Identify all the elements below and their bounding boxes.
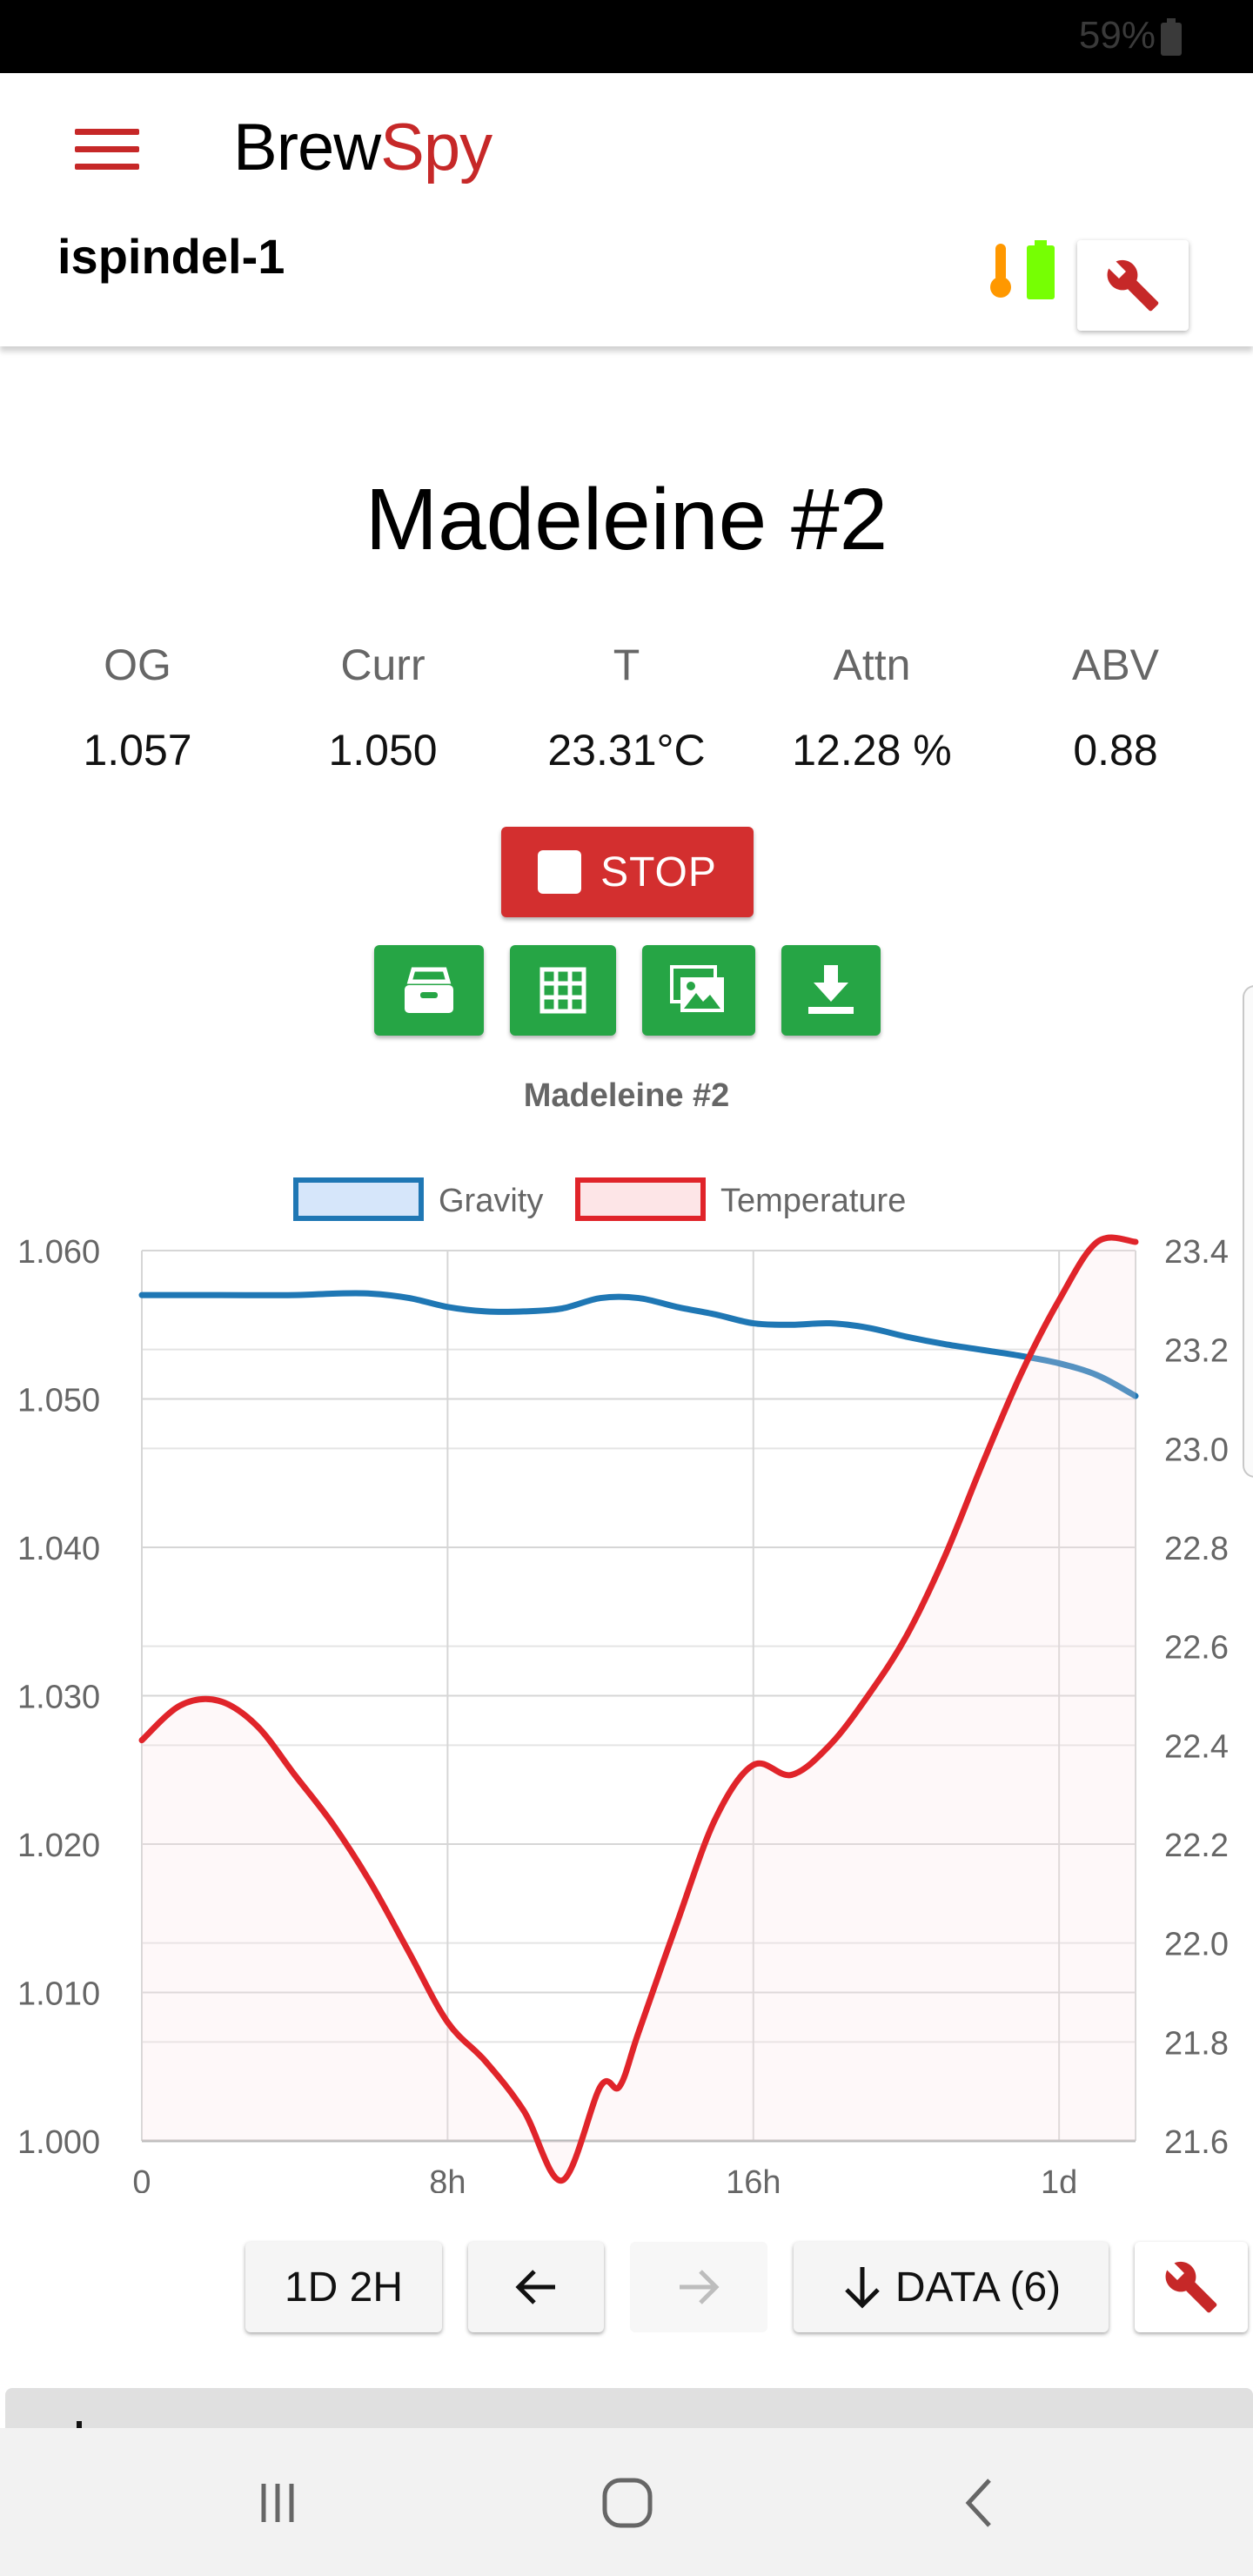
temperature-area bbox=[142, 1238, 1136, 2181]
data-button[interactable]: DATA (6) bbox=[794, 2242, 1109, 2332]
stat-label: ABV bbox=[1071, 641, 1160, 689]
legend-label: Gravity bbox=[439, 1183, 543, 1219]
legend-swatch bbox=[293, 1177, 424, 1221]
y-left-tick-label: 1.060 bbox=[17, 1234, 100, 1271]
battery-icon bbox=[1027, 240, 1055, 299]
stat-label: Curr bbox=[340, 641, 425, 689]
wrench-icon bbox=[1107, 259, 1159, 312]
app-title: BrewSpy bbox=[233, 111, 492, 184]
thermometer-icon bbox=[990, 244, 1011, 298]
menu-icon[interactable] bbox=[75, 125, 143, 174]
y-right-tick-label: 21.8 bbox=[1164, 2025, 1229, 2062]
stat-value: 0.88 bbox=[1073, 726, 1158, 775]
stat-temperature: T 23.31°C bbox=[522, 640, 731, 775]
stop-icon bbox=[538, 850, 582, 894]
recents-icon bbox=[261, 2484, 294, 2522]
stat-value: 23.31°C bbox=[547, 726, 706, 775]
home-button[interactable] bbox=[588, 2468, 667, 2538]
gravity-line bbox=[138, 1290, 1139, 1399]
arrow-right-icon bbox=[680, 2270, 720, 2304]
stat-value: 1.050 bbox=[328, 726, 438, 775]
archive-icon bbox=[405, 967, 453, 1013]
download-icon bbox=[808, 965, 854, 1014]
back-button[interactable] bbox=[940, 2468, 1018, 2538]
side-drawer-handle[interactable] bbox=[1243, 985, 1253, 1478]
y-right-tick-label: 22.0 bbox=[1164, 1927, 1229, 1963]
stat-abv: ABV 0.88 bbox=[1011, 640, 1220, 775]
y-left-tick-label: 1.020 bbox=[17, 1828, 100, 1864]
images-icon bbox=[670, 965, 724, 1012]
y-right-tick-label: 22.8 bbox=[1164, 1531, 1229, 1567]
chart-title: Madeleine #2 bbox=[523, 1077, 730, 1114]
status-battery-text: 59% bbox=[1078, 14, 1156, 57]
arrow-left-icon bbox=[515, 2270, 555, 2304]
legend-label: Temperature bbox=[720, 1183, 906, 1219]
app-header: BrewSpy ispindel-1 bbox=[0, 73, 1253, 346]
device-name: ispindel-1 bbox=[57, 229, 285, 284]
batch-title: Madeleine #2 bbox=[365, 471, 888, 568]
table-icon bbox=[539, 967, 586, 1014]
next-button[interactable] bbox=[630, 2242, 767, 2332]
x-tick-label: 1d bbox=[1041, 2164, 1077, 2193]
stat-label: Attn bbox=[833, 641, 911, 689]
y-left-tick-label: 1.000 bbox=[17, 2124, 100, 2161]
images-button[interactable] bbox=[642, 945, 755, 1036]
stat-label: OG bbox=[104, 641, 171, 689]
stat-value: 12.28 % bbox=[792, 726, 952, 775]
download-button[interactable] bbox=[781, 945, 881, 1036]
x-tick-label: 16h bbox=[726, 2164, 781, 2193]
y-right-tick-label: 23.2 bbox=[1164, 1333, 1229, 1370]
y-left-tick-label: 1.030 bbox=[17, 1680, 100, 1716]
y-right-tick-label: 21.6 bbox=[1164, 2124, 1229, 2161]
status-battery-icon bbox=[1161, 18, 1182, 56]
back-icon bbox=[965, 2479, 991, 2527]
arrow-down-icon bbox=[845, 2267, 880, 2309]
settings-button[interactable] bbox=[1077, 240, 1189, 331]
data-button-label: DATA (6) bbox=[895, 2264, 1062, 2311]
temperature-line bbox=[138, 1234, 1139, 2184]
home-icon bbox=[602, 2478, 653, 2528]
table-button[interactable] bbox=[510, 945, 616, 1036]
system-nav-bar bbox=[0, 2428, 1253, 2576]
archive-button[interactable] bbox=[374, 945, 484, 1036]
y-right-tick-label: 23.0 bbox=[1164, 1432, 1229, 1468]
y-left-tick-label: 1.010 bbox=[17, 1976, 100, 2013]
stop-label: STOP bbox=[600, 849, 717, 896]
x-tick-label: 8h bbox=[429, 2164, 466, 2193]
recents-button[interactable] bbox=[238, 2468, 317, 2538]
y-left-tick-label: 1.040 bbox=[17, 1531, 100, 1567]
y-right-tick-label: 22.4 bbox=[1164, 1728, 1229, 1765]
stat-current: Curr 1.050 bbox=[278, 640, 487, 775]
y-right-tick-label: 23.4 bbox=[1164, 1234, 1229, 1271]
stop-button[interactable]: STOP bbox=[501, 827, 754, 917]
previous-button[interactable] bbox=[468, 2242, 604, 2332]
bottom-card-mark bbox=[77, 2421, 82, 2428]
y-right-tick-label: 22.6 bbox=[1164, 1630, 1229, 1667]
status-bar: 59% bbox=[0, 0, 1253, 73]
range-button[interactable]: 1D 2H bbox=[245, 2242, 442, 2332]
stat-label: T bbox=[613, 641, 640, 689]
wrench-icon bbox=[1165, 2261, 1217, 2313]
stat-value: 1.057 bbox=[83, 726, 192, 775]
legend-swatch bbox=[575, 1177, 706, 1221]
x-tick-label: 0 bbox=[132, 2164, 151, 2193]
y-left-tick-label: 1.050 bbox=[17, 1383, 100, 1419]
chart-settings-button[interactable] bbox=[1135, 2242, 1248, 2332]
stat-attenuation: Attn 12.28 % bbox=[767, 640, 976, 775]
y-right-tick-label: 22.2 bbox=[1164, 1828, 1229, 1864]
fermentation-chart: Gravity Temperature 1.060 1.050 1.040 1.030 1.… bbox=[17, 1177, 1229, 2193]
stat-og: OG 1.057 bbox=[33, 640, 242, 775]
